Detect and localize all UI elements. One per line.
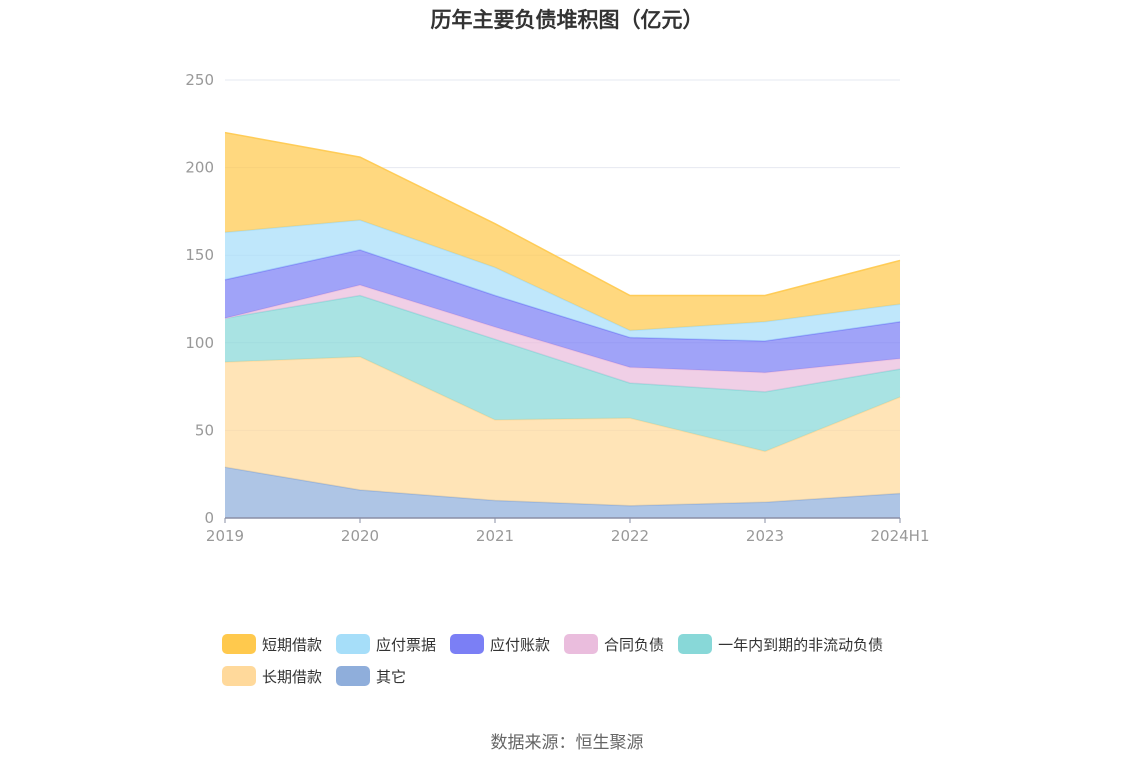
x-tick-label: 2020 [341, 527, 379, 545]
area-series-0 [225, 467, 900, 518]
y-tick-label: 0 [204, 509, 214, 527]
area-series-edge-6 [224, 131, 901, 297]
legend-label: 合同负债 [604, 635, 665, 654]
x-tick-label: 2022 [611, 527, 649, 545]
legend: 短期借款 应付票据 应付账款 合同负债 一年内到期的非流动负债长期借款 其它 [222, 628, 942, 692]
legend-label: 应付账款 [490, 635, 551, 654]
area-series-2 [225, 295, 900, 452]
legend-item[interactable]: 长期借款 [222, 660, 322, 692]
legend-item[interactable]: 应付票据 [336, 628, 436, 660]
legend-label: 短期借款 [262, 635, 323, 654]
legend-swatch [336, 666, 371, 686]
legend-swatch [678, 634, 713, 654]
legend-row: 长期借款 其它 [222, 660, 942, 692]
legend-item[interactable]: 短期借款 [222, 628, 322, 660]
legend-swatch [222, 634, 256, 654]
axes: 0 50 100 150 200 250 2019 2020 2021 2022 2023 2024H… [185, 71, 929, 545]
legend-swatch [336, 634, 371, 654]
legend-item[interactable]: 应付账款 [450, 628, 550, 660]
legend-label: 一年内到期的非流动负债 [718, 635, 884, 654]
legend-swatch [450, 634, 485, 654]
x-tick-label: 2024H1 [871, 527, 930, 545]
y-tick-label: 200 [185, 159, 214, 177]
stacked-area-chart: 0 50 100 150 200 250 2019 2020 2021 2022 2023 2024H… [185, 71, 929, 545]
data-source-note: 数据来源：恒生聚源 [490, 733, 644, 753]
y-tick-label: 150 [185, 246, 214, 264]
chart-title: 历年主要负债堆积图（亿元） [430, 8, 704, 32]
legend-item[interactable]: 合同负债 [564, 628, 664, 660]
legend-label: 长期借款 [262, 667, 323, 686]
area-series [224, 131, 901, 518]
legend-label: 其它 [376, 667, 407, 686]
y-tick-label: 250 [185, 71, 214, 89]
area-series-1 [225, 356, 900, 506]
area-series-4 [225, 249, 900, 373]
x-tick-label: 2023 [746, 527, 784, 545]
y-tick-label: 50 [195, 421, 214, 439]
legend-item[interactable]: 一年内到期的非流动负债 [678, 628, 883, 660]
x-tick-label: 2019 [206, 527, 244, 545]
area-series-6 [225, 132, 900, 331]
legend-item[interactable]: 其它 [336, 660, 406, 692]
legend-row: 短期借款 应付票据 应付账款 合同负债 一年内到期的非流动负债 [222, 628, 942, 660]
legend-swatch [222, 666, 256, 686]
legend-swatch [564, 634, 599, 654]
legend-label: 应付票据 [376, 635, 437, 654]
area-series-5 [225, 220, 900, 342]
x-tick-label: 2021 [476, 527, 514, 545]
y-tick-label: 100 [185, 334, 214, 352]
